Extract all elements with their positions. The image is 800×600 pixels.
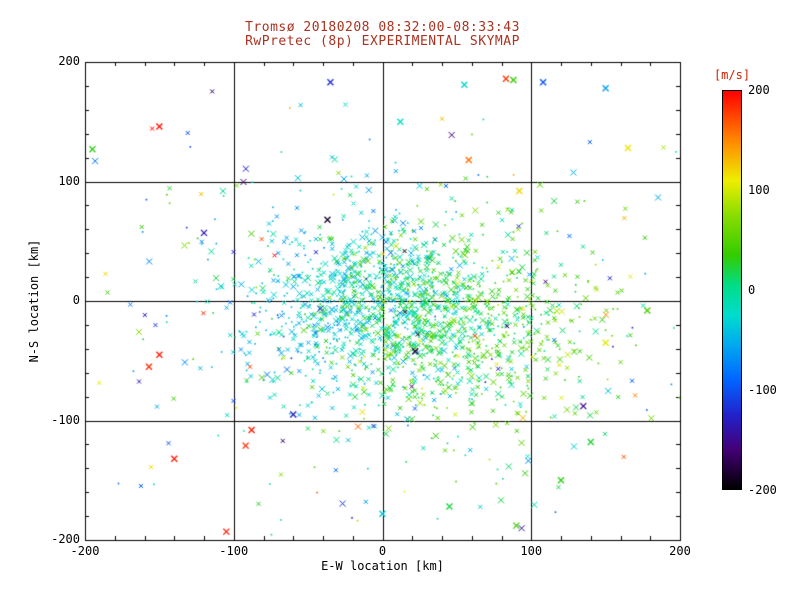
x-tick-label: 200 — [669, 544, 691, 558]
x-tick-label: -100 — [219, 544, 249, 558]
colorbar-tick-label: 100 — [748, 183, 770, 197]
colorbar-tick-label: -100 — [748, 383, 777, 397]
y-tick-label: -100 — [51, 412, 80, 427]
colorbar-tick-label: 0 — [748, 283, 756, 297]
x-tick-label: 100 — [520, 544, 543, 558]
colorbar-tick-label: -200 — [748, 483, 777, 497]
y-tick-label: 100 — [58, 173, 80, 188]
x-axis-label: E-W location [km] — [321, 559, 444, 573]
y-tick-label: 0 — [72, 293, 80, 307]
colorbar-tick-label: 200 — [748, 83, 770, 97]
x-tick-label: -200 — [70, 544, 100, 558]
y-tick-label: -200 — [51, 532, 80, 546]
plot-title-line1: Tromsø 20180208 08:32:00-08:33:43 — [245, 20, 520, 35]
y-tick-label: 200 — [58, 54, 80, 68]
colorbar-units-label: [m/s] — [713, 68, 751, 82]
x-tick-label: 0 — [378, 544, 387, 558]
colorbar — [722, 90, 742, 490]
plot-title-line2: RwPretec (8p) EXPERIMENTAL SKYMAP — [245, 34, 520, 49]
